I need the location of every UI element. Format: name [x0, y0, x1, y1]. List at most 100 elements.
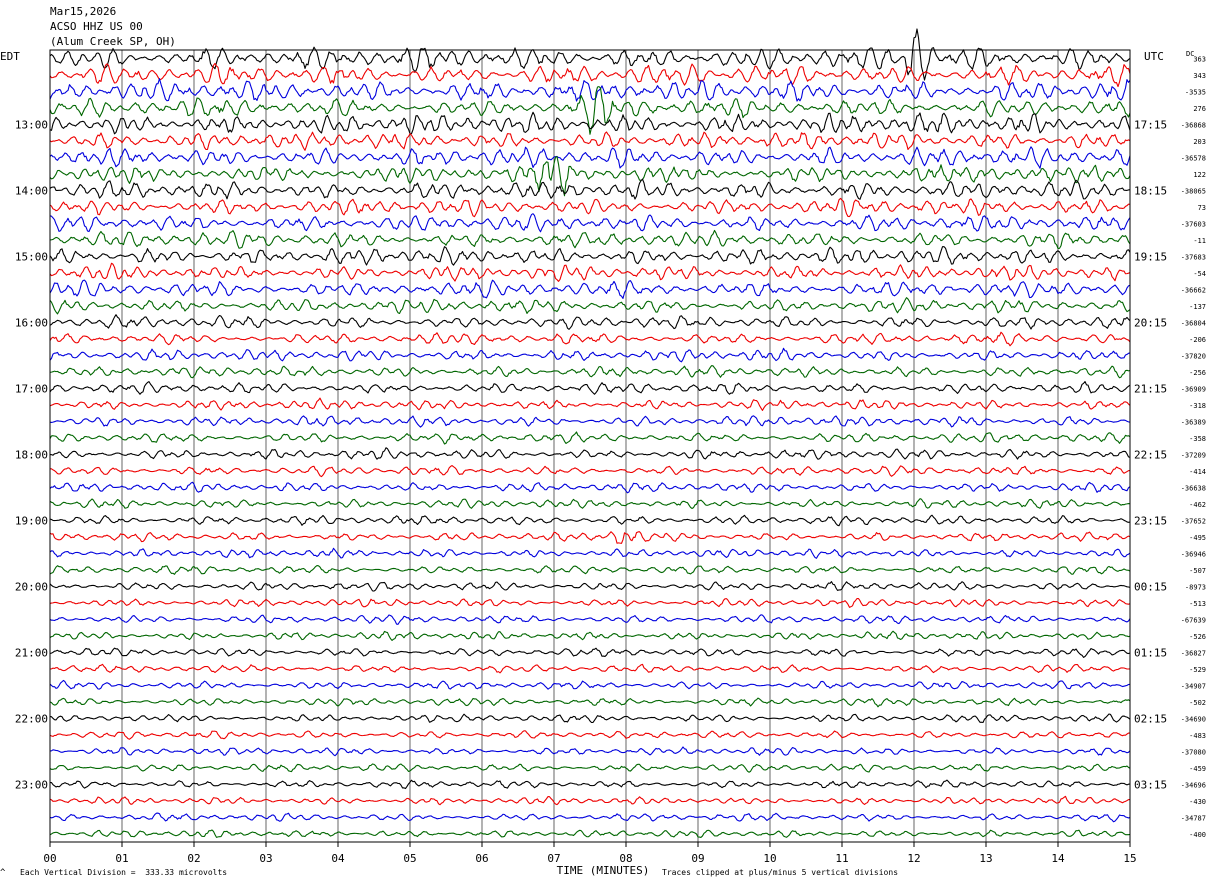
right-hour-label: 03:15 — [1134, 778, 1167, 791]
x-tick-label: 10 — [763, 852, 776, 865]
seismic-trace — [49, 829, 1131, 838]
seismic-trace — [49, 314, 1131, 330]
x-tick-label: 06 — [475, 852, 488, 865]
dc-offset-label: -459 — [1189, 765, 1206, 773]
right-hour-label: 22:15 — [1134, 448, 1167, 461]
seismic-trace — [49, 746, 1131, 757]
x-tick-label: 08 — [619, 852, 632, 865]
seismic-trace — [49, 246, 1131, 266]
seismic-trace — [49, 630, 1131, 641]
dc-offset-label: 73 — [1198, 204, 1206, 212]
dc-offset-label: -36638 — [1181, 484, 1206, 492]
dc-offset-label: -54 — [1193, 270, 1206, 278]
seismic-trace — [49, 514, 1131, 527]
dc-offset-label: -8973 — [1185, 583, 1206, 591]
seismic-trace — [49, 365, 1131, 379]
seismic-trace — [49, 78, 1131, 102]
seismic-trace — [49, 647, 1131, 658]
dc-offset-label: -36804 — [1181, 319, 1206, 327]
right-hour-label: 02:15 — [1134, 712, 1167, 725]
seismic-trace — [49, 197, 1131, 218]
x-tick-label: 03 — [259, 852, 272, 865]
seismic-trace — [49, 713, 1131, 724]
dc-offset-label: -36827 — [1181, 649, 1206, 657]
dc-offset-label: -507 — [1189, 567, 1206, 575]
dc-offset-label: 363 — [1193, 55, 1206, 63]
dc-offset-label: -67639 — [1181, 616, 1206, 624]
seismic-trace — [49, 812, 1131, 823]
x-tick-label: 04 — [331, 852, 345, 865]
date-label: Mar15,2026 — [50, 5, 117, 18]
x-tick-label: 11 — [835, 852, 848, 865]
left-timezone-label: EDT — [0, 50, 20, 63]
dc-offset-label: -37683 — [1181, 253, 1206, 261]
dc-offset-label: -318 — [1189, 402, 1206, 410]
seismic-trace — [49, 795, 1131, 806]
seismic-trace — [49, 380, 1131, 395]
dc-offset-label: -37080 — [1181, 748, 1206, 756]
dc-offset-label: -400 — [1189, 831, 1206, 839]
dc-offset-label: -414 — [1189, 468, 1206, 476]
axis-labels: 00 01 02 03 04 05 06 07 08 09 10 11 12 13 14 15 TIME (MI… — [0, 50, 1206, 877]
x-tick-label: 13 — [979, 852, 992, 865]
seismic-trace — [49, 730, 1131, 740]
seismic-trace — [49, 465, 1131, 478]
seismic-trace — [49, 481, 1131, 494]
dc-offset-label: -34690 — [1181, 715, 1206, 723]
seismic-trace — [49, 347, 1131, 363]
dc-offset-label: -256 — [1189, 369, 1206, 377]
clip-note: Traces clipped at plus/minus 5 vertical … — [662, 868, 899, 877]
dc-offset-label: -36662 — [1181, 286, 1206, 294]
left-hour-label: 16:00 — [15, 316, 48, 329]
right-hour-label: 23:15 — [1134, 514, 1167, 527]
dc-offset-label: -526 — [1189, 633, 1206, 641]
minute-gridlines — [49, 50, 1131, 847]
dc-offset-label: -37209 — [1181, 451, 1206, 459]
plot-frame — [49, 49, 1131, 843]
seismic-traces — [49, 28, 1131, 838]
seismic-trace — [49, 779, 1131, 790]
x-tick-label: 09 — [691, 852, 704, 865]
right-hour-label: 17:15 — [1134, 118, 1167, 131]
dc-offset-label: -36389 — [1181, 418, 1206, 426]
dc-offset-label: -3535 — [1185, 88, 1206, 96]
dc-offset-label: -358 — [1189, 435, 1206, 443]
seismic-trace — [49, 229, 1131, 250]
left-hour-label: 18:00 — [15, 448, 48, 461]
dc-offset-label: -462 — [1189, 501, 1206, 509]
x-tick-label: 02 — [187, 852, 200, 865]
left-hour-label: 20:00 — [15, 580, 48, 593]
seismic-trace — [49, 679, 1131, 690]
dc-offset-label: -495 — [1189, 534, 1206, 542]
right-hour-label: 19:15 — [1134, 250, 1167, 263]
right-hour-label: 20:15 — [1134, 316, 1167, 329]
right-timezone-label: UTC — [1144, 50, 1164, 63]
seismic-trace — [49, 614, 1131, 625]
seismic-trace — [49, 111, 1131, 135]
dc-header-label: DC — [1186, 50, 1194, 58]
x-tick-label: 15 — [1123, 852, 1136, 865]
corner-mark: ^ — [0, 868, 6, 878]
x-axis-title: TIME (MINUTES) — [557, 864, 650, 877]
dc-offset-label: -34787 — [1181, 814, 1206, 822]
x-tick-label: 01 — [115, 852, 128, 865]
seismic-trace — [49, 86, 1131, 135]
right-hour-label: 01:15 — [1134, 646, 1167, 659]
dc-offset-label: -38065 — [1181, 187, 1206, 195]
dc-offset-label: -36578 — [1181, 154, 1206, 162]
left-hour-label: 23:00 — [15, 778, 48, 791]
x-tick-label: 14 — [1051, 852, 1065, 865]
dc-offset-label: -37603 — [1181, 220, 1206, 228]
dc-offset-label: -513 — [1189, 600, 1206, 608]
dc-offset-label: -34696 — [1181, 781, 1206, 789]
dc-offset-label: -36909 — [1181, 385, 1206, 393]
dc-offset-label: -34907 — [1181, 682, 1206, 690]
seismic-trace — [49, 156, 1131, 197]
station-label: ACSO HHZ US 00 — [50, 20, 143, 33]
seismic-trace — [49, 415, 1131, 428]
seismic-trace — [49, 763, 1131, 773]
seismic-trace — [49, 598, 1131, 608]
left-hour-label: 14:00 — [15, 184, 48, 197]
seismic-trace — [49, 178, 1131, 200]
